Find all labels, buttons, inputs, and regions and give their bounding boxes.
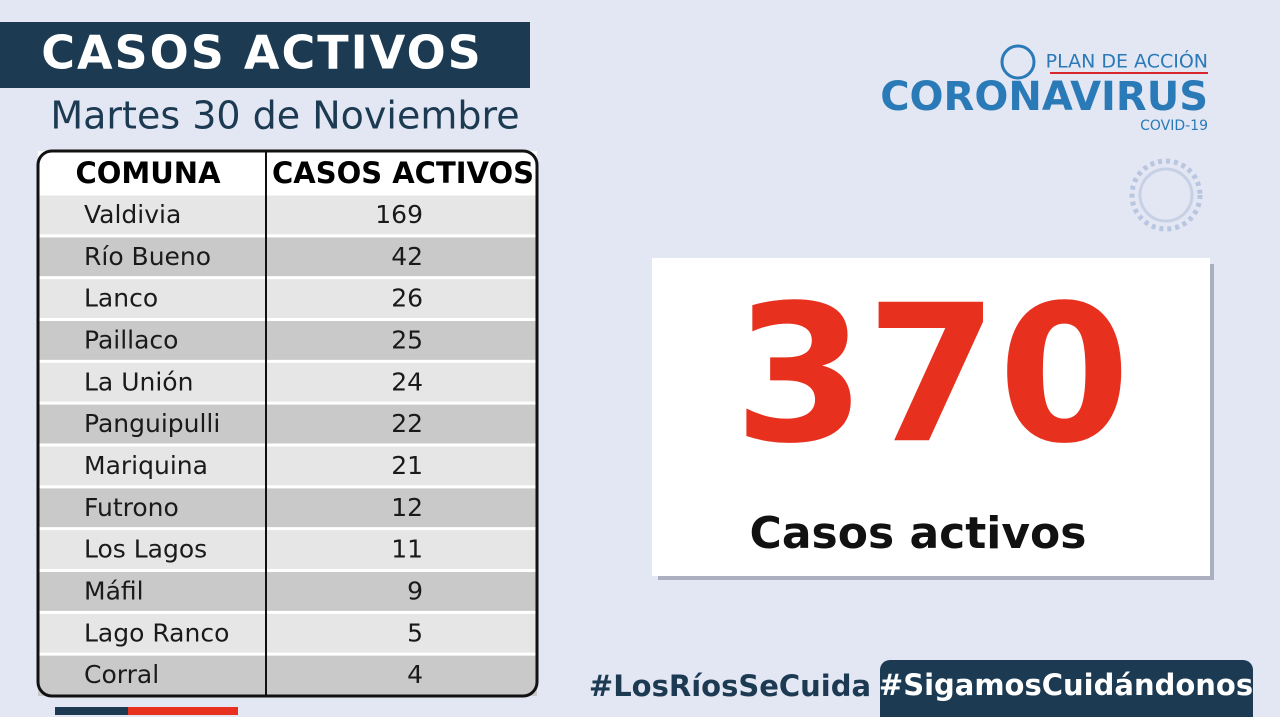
comuna: Río Bueno (84, 242, 211, 271)
total-label: Casos activos (750, 508, 1087, 559)
hashtag: #LosRíosSeCuida (589, 669, 871, 703)
comuna: Paillaco (84, 325, 178, 354)
comuna: La Unión (84, 367, 193, 396)
table-row (38, 654, 537, 696)
cases: 25 (391, 325, 423, 354)
cases: 24 (391, 367, 423, 396)
comuna: Corral (84, 660, 159, 689)
logo-name: CORONAVIRUS (880, 74, 1208, 120)
logo: PLAN DE ACCIÓN CORONAVIRUS COVID-19 (880, 44, 1208, 232)
table-row (38, 486, 537, 529)
logo-sub: COVID-19 (1140, 118, 1208, 134)
hashtag: #SigamosCuidándonos (879, 668, 1253, 702)
logo-plan: PLAN DE ACCIÓN (1046, 49, 1208, 73)
table-row (38, 445, 537, 487)
table-row (38, 319, 537, 362)
column-header: CASOS ACTIVOS (272, 156, 534, 190)
table-row (38, 194, 537, 236)
virus-watermark (1138, 167, 1194, 223)
column-header: COMUNA (75, 156, 221, 190)
table-row (38, 235, 537, 278)
cases: 169 (375, 200, 423, 229)
table-border (36, 149, 539, 698)
table: COMUNA CASOS ACTIVOS Valdivia 169 Río Bueno 4… (38, 151, 537, 696)
virus-icon (1000, 44, 1036, 80)
table-row (38, 612, 537, 655)
comuna: Los Lagos (84, 535, 207, 564)
cases: 4 (407, 660, 423, 689)
total-value: 370 (734, 264, 1131, 485)
comuna: Futrono (84, 493, 179, 522)
hashtag-box (880, 660, 1253, 717)
virus-watermark (1129, 158, 1203, 232)
comuna: Lago Ranco (84, 618, 229, 647)
date: Martes 30 de Noviembre (50, 94, 519, 138)
cases: 42 (391, 242, 423, 271)
table-row (38, 570, 537, 613)
cases: 26 (391, 284, 423, 313)
table-row (38, 528, 537, 571)
cases: 22 (391, 409, 423, 438)
cases: 11 (391, 535, 423, 564)
comuna: Panguipulli (84, 409, 220, 438)
table-row (38, 361, 537, 404)
comuna: Mariquina (84, 451, 208, 480)
title: CASOS ACTIVOS (41, 26, 483, 80)
title-bar (0, 22, 530, 88)
cases: 9 (407, 576, 423, 605)
table-row (38, 277, 537, 320)
cases: 5 (407, 618, 423, 647)
stripe (128, 707, 238, 715)
table-header (38, 151, 537, 194)
cases: 12 (391, 493, 423, 522)
comuna: Máfil (84, 576, 144, 605)
stripe (55, 707, 128, 715)
table-row (38, 403, 537, 445)
total-box (652, 258, 1210, 576)
comuna: Valdivia (84, 200, 181, 229)
cases: 21 (391, 451, 423, 480)
comuna: Lanco (84, 284, 158, 313)
